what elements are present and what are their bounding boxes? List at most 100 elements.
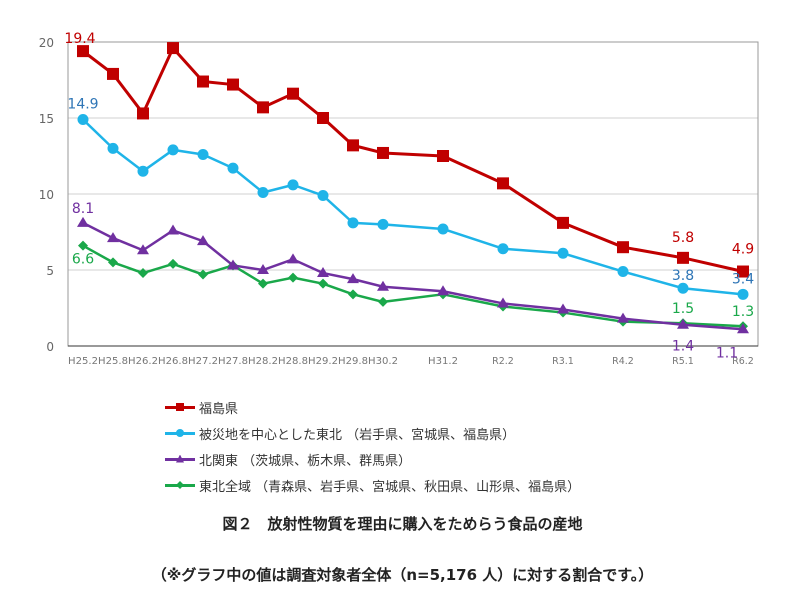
x-tick-label: H27.2 [188,356,218,367]
diamond-marker [168,258,178,269]
circle-marker [617,266,629,278]
x-tick-label: H26.8 [158,356,188,367]
y-tick-label: 0 [46,340,54,354]
square-marker [437,150,449,162]
legend-swatch [165,402,195,411]
triangle-marker [107,232,119,243]
circle-marker [377,218,389,230]
legend-label: 東北全域 （青森県、岩手県、宮城県、秋田県、山形県、福島県） [199,479,581,495]
diamond-marker [378,296,388,307]
data-label: 8.1 [72,201,94,217]
x-tick-label: R3.1 [552,356,574,367]
x-tick-label: H30.2 [368,356,398,367]
x-tick-label: H25.2 [68,356,98,367]
square-marker [557,216,569,229]
square-marker [257,101,269,114]
triangle-marker [347,273,359,284]
x-tick-label: H28.2 [248,356,278,367]
y-tick-label: 5 [46,264,54,278]
square-marker [197,75,209,88]
diamond-marker [258,278,268,289]
x-tick-label: H27.8 [218,356,248,367]
series-3 [78,240,748,332]
figure-note: （※グラフ中の値は調査対象者全体（n=5,176 人）に対する割合です。） [151,566,654,584]
triangle-marker [377,280,389,291]
circle-marker [257,186,269,198]
circle-marker [137,165,149,177]
circle-marker [677,282,689,294]
square-marker [287,87,299,100]
triangle-marker [617,312,629,323]
x-tick-label: H31.2 [428,356,458,367]
data-label: 19.4 [64,31,95,47]
triangle-marker-icon [176,454,184,463]
diamond-marker [78,240,88,251]
x-tick-label: H26.2 [128,356,158,367]
data-label: 5.8 [672,230,694,246]
circle-marker [287,179,299,191]
data-label: 4.9 [732,242,754,258]
circle-marker [317,190,329,202]
square-marker [497,177,509,190]
diamond-marker [348,289,358,300]
diamond-marker [108,257,118,268]
square-marker [347,139,359,152]
series-0 [77,42,749,278]
triangle-marker [227,259,239,270]
x-tick-label: R6.2 [732,356,754,367]
legend-label: 北関東 （茨城県、栃木県、群馬県） [199,453,412,469]
y-tick-label: 10 [39,188,54,202]
square-marker [317,112,329,124]
data-label: 6.6 [72,252,94,268]
legend-label: 福島県 [199,401,239,417]
square-marker [107,67,119,80]
series-line [82,46,744,273]
circle-marker [737,288,749,300]
circle-marker [167,144,179,156]
legend-swatch [165,454,195,463]
square-marker [77,45,89,58]
x-tick-label: R4.2 [612,356,634,367]
diamond-marker [318,278,328,289]
circle-marker [77,114,89,126]
circle-marker [347,217,359,229]
circle-marker [227,162,239,174]
square-marker [737,265,749,278]
triangle-marker [137,244,149,255]
triangle-marker [737,323,749,334]
data-label: 3.4 [732,271,754,287]
square-marker [137,107,149,120]
square-marker [377,146,389,159]
data-label: 1.4 [672,339,694,355]
square-marker [167,42,179,55]
circle-marker [107,142,119,154]
triangle-marker [677,318,689,329]
y-tick-label: 15 [39,112,54,126]
x-tick-label: H29.8 [338,356,368,367]
circle-marker-icon [176,428,184,437]
triangle-marker [77,216,89,227]
legend-item: 被災地を中心とした東北 （岩手県、宮城県、福島県） [165,420,580,446]
circle-marker [497,243,509,255]
legend-item: 福島県 [165,394,580,420]
triangle-marker [257,264,269,274]
data-label: 3.8 [672,268,694,284]
triangle-marker [317,267,329,278]
diamond-marker [198,269,208,280]
circle-marker [197,148,209,160]
legend-item: 北関東 （茨城県、栃木県、群馬県） [165,446,580,472]
y-tick-label: 20 [39,36,54,50]
square-marker [227,78,239,91]
data-label: 1.5 [672,301,694,317]
x-tick-label: H28.8 [278,356,308,367]
diamond-marker [288,272,298,283]
legend-label: 被災地を中心とした東北 （岩手県、宮城県、福島県） [199,427,516,443]
legend-item: 東北全域 （青森県、岩手県、宮城県、秋田県、山形県、福島県） [165,472,580,498]
triangle-marker [557,303,569,314]
x-tick-label: R5.1 [672,356,694,367]
legend: 福島県被災地を中心とした東北 （岩手県、宮城県、福島県） 北関東 （茨城県、栃木県… [165,394,580,498]
legend-swatch [165,428,195,437]
diamond-marker [138,268,148,279]
figure-title: 図２ 放射性物質を理由に購入をためらう食品の産地 [222,515,583,533]
